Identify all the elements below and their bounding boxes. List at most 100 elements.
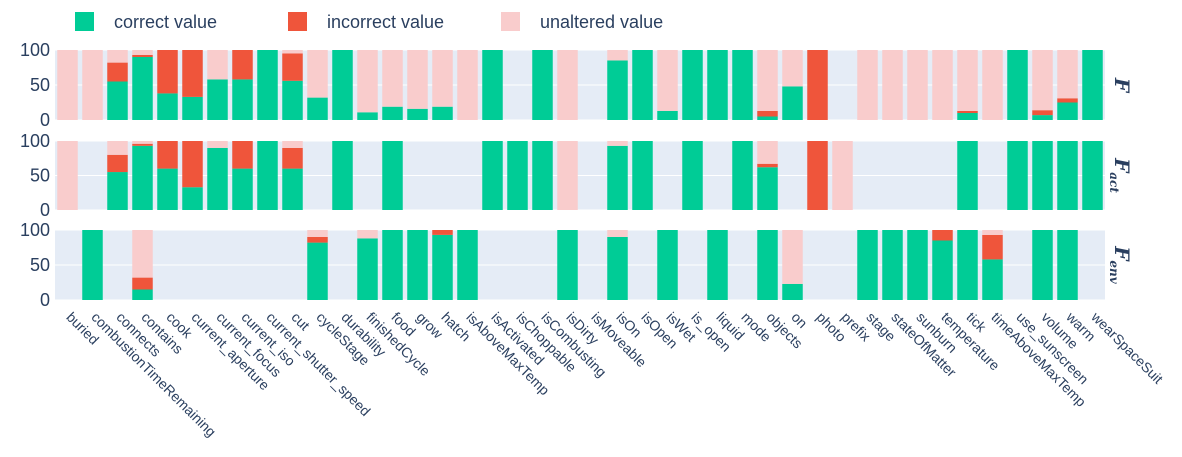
bar-correct-wearSpaceSuit[interactable] bbox=[1082, 50, 1103, 120]
bar-correct-isWet[interactable] bbox=[657, 110, 678, 120]
bar-incorrect-current_aperture[interactable] bbox=[182, 50, 203, 97]
bar-correct-isOn[interactable] bbox=[607, 145, 628, 210]
bar-correct-isCombusting[interactable] bbox=[532, 141, 553, 210]
bar-correct-current_shutter_speed[interactable] bbox=[257, 141, 278, 210]
legend-swatch-correct[interactable] bbox=[75, 12, 94, 31]
bar-unaltered-connects[interactable] bbox=[107, 50, 128, 63]
bar-unaltered-objects[interactable] bbox=[757, 50, 778, 111]
bar-incorrect-contains[interactable] bbox=[132, 143, 153, 146]
bar-incorrect-contains[interactable] bbox=[132, 277, 153, 290]
bar-unaltered-hatch[interactable] bbox=[432, 50, 453, 107]
bar-unaltered-volume[interactable] bbox=[1032, 50, 1053, 111]
bar-unaltered-isAboveMaxTemp[interactable] bbox=[457, 50, 478, 120]
bar-correct-cut[interactable] bbox=[282, 168, 303, 210]
bar-correct-mode[interactable] bbox=[732, 50, 753, 120]
bar-correct-contains[interactable] bbox=[132, 57, 153, 120]
bar-unaltered-cut[interactable] bbox=[282, 50, 303, 54]
bar-incorrect-timeAboveMaxTemp[interactable] bbox=[982, 234, 1003, 260]
bar-correct-objects[interactable] bbox=[757, 230, 778, 300]
bar-correct-volume[interactable] bbox=[1032, 230, 1053, 300]
bar-correct-cut[interactable] bbox=[282, 80, 303, 120]
bar-incorrect-hatch[interactable] bbox=[432, 230, 453, 235]
bar-unaltered-on[interactable] bbox=[782, 50, 803, 87]
bar-correct-tick[interactable] bbox=[957, 141, 978, 210]
bar-correct-isCombusting[interactable] bbox=[532, 50, 553, 120]
bar-unaltered-isWet[interactable] bbox=[657, 50, 678, 111]
bar-correct-objects[interactable] bbox=[757, 116, 778, 121]
bar-unaltered-timeAboveMaxTemp[interactable] bbox=[982, 230, 1003, 235]
bar-incorrect-current_aperture[interactable] bbox=[182, 141, 203, 188]
bar-unaltered-contains[interactable] bbox=[132, 141, 153, 144]
bar-correct-isDirty[interactable] bbox=[557, 230, 578, 300]
bar-unaltered-current_focus[interactable] bbox=[207, 50, 228, 80]
bar-unaltered-isDirty[interactable] bbox=[557, 50, 578, 120]
bar-unaltered-finishedCycle[interactable] bbox=[357, 230, 378, 239]
bar-correct-is_open[interactable] bbox=[682, 141, 703, 210]
bar-correct-isOn[interactable] bbox=[607, 60, 628, 121]
bar-unaltered-objects[interactable] bbox=[757, 141, 778, 164]
bar-correct-cook[interactable] bbox=[157, 168, 178, 210]
bar-incorrect-warm[interactable] bbox=[1057, 98, 1078, 103]
bar-correct-cook[interactable] bbox=[157, 93, 178, 120]
bar-incorrect-photo[interactable] bbox=[807, 141, 828, 210]
bar-incorrect-objects[interactable] bbox=[757, 110, 778, 117]
bar-unaltered-contains[interactable] bbox=[132, 50, 153, 55]
bar-correct-cycleStage[interactable] bbox=[307, 242, 328, 300]
bar-correct-mode[interactable] bbox=[732, 141, 753, 210]
bar-correct-durability[interactable] bbox=[332, 50, 353, 120]
bar-correct-stage[interactable] bbox=[857, 230, 878, 300]
bar-unaltered-stateOfMatter[interactable] bbox=[882, 50, 903, 120]
bar-correct-connects[interactable] bbox=[107, 81, 128, 121]
bar-correct-temperature[interactable] bbox=[932, 240, 953, 301]
bar-unaltered-sunburn[interactable] bbox=[907, 50, 928, 120]
bar-correct-food[interactable] bbox=[382, 230, 403, 300]
bar-correct-objects[interactable] bbox=[757, 167, 778, 210]
bar-correct-finishedCycle[interactable] bbox=[357, 238, 378, 300]
bar-correct-isWet[interactable] bbox=[657, 230, 678, 300]
bar-unaltered-warm[interactable] bbox=[1057, 50, 1078, 99]
bar-correct-liquid[interactable] bbox=[707, 230, 728, 300]
bar-correct-isOpen[interactable] bbox=[632, 50, 653, 120]
bar-unaltered-stage[interactable] bbox=[857, 50, 878, 120]
bar-correct-current_focus[interactable] bbox=[207, 147, 228, 210]
bar-correct-liquid[interactable] bbox=[707, 50, 728, 120]
bar-correct-current_aperture[interactable] bbox=[182, 187, 203, 210]
bar-incorrect-current_iso[interactable] bbox=[232, 141, 253, 169]
bar-unaltered-cut[interactable] bbox=[282, 141, 303, 148]
legend-swatch-unaltered[interactable] bbox=[501, 12, 520, 31]
bar-correct-on[interactable] bbox=[782, 283, 803, 300]
bar-incorrect-cook[interactable] bbox=[157, 141, 178, 169]
bar-correct-durability[interactable] bbox=[332, 141, 353, 210]
bar-correct-combustionTimeRemaining[interactable] bbox=[82, 230, 103, 300]
bar-unaltered-isOn[interactable] bbox=[607, 141, 628, 146]
bar-unaltered-buried[interactable] bbox=[57, 141, 78, 210]
bar-correct-isActivated[interactable] bbox=[482, 141, 503, 210]
bar-correct-volume[interactable] bbox=[1032, 141, 1053, 210]
bar-correct-use_sunscreen[interactable] bbox=[1007, 141, 1028, 210]
bar-correct-isOn[interactable] bbox=[607, 237, 628, 300]
legend-label-unaltered[interactable]: unaltered value bbox=[540, 12, 663, 32]
bar-unaltered-combustionTimeRemaining[interactable] bbox=[82, 50, 103, 120]
bar-unaltered-connects[interactable] bbox=[107, 141, 128, 155]
bar-unaltered-current_focus[interactable] bbox=[207, 141, 228, 148]
bar-correct-tick[interactable] bbox=[957, 230, 978, 300]
bar-incorrect-tick[interactable] bbox=[957, 110, 978, 113]
bar-incorrect-cut[interactable] bbox=[282, 147, 303, 169]
bar-correct-current_focus[interactable] bbox=[207, 79, 228, 120]
bar-incorrect-volume[interactable] bbox=[1032, 110, 1053, 116]
bar-incorrect-cycleStage[interactable] bbox=[307, 237, 328, 243]
bar-correct-on[interactable] bbox=[782, 86, 803, 120]
bar-correct-timeAboveMaxTemp[interactable] bbox=[982, 259, 1003, 300]
bar-correct-volume[interactable] bbox=[1032, 115, 1053, 120]
bar-unaltered-grow[interactable] bbox=[407, 50, 428, 109]
bar-unaltered-on[interactable] bbox=[782, 230, 803, 284]
bar-unaltered-finishedCycle[interactable] bbox=[357, 50, 378, 113]
bar-unaltered-tick[interactable] bbox=[957, 50, 978, 111]
bar-correct-finishedCycle[interactable] bbox=[357, 112, 378, 120]
bar-correct-tick[interactable] bbox=[957, 113, 978, 120]
bar-incorrect-current_iso[interactable] bbox=[232, 50, 253, 80]
bar-unaltered-food[interactable] bbox=[382, 50, 403, 107]
bar-correct-warm[interactable] bbox=[1057, 230, 1078, 300]
bar-incorrect-photo[interactable] bbox=[807, 50, 828, 120]
bar-correct-current_iso[interactable] bbox=[232, 168, 253, 210]
